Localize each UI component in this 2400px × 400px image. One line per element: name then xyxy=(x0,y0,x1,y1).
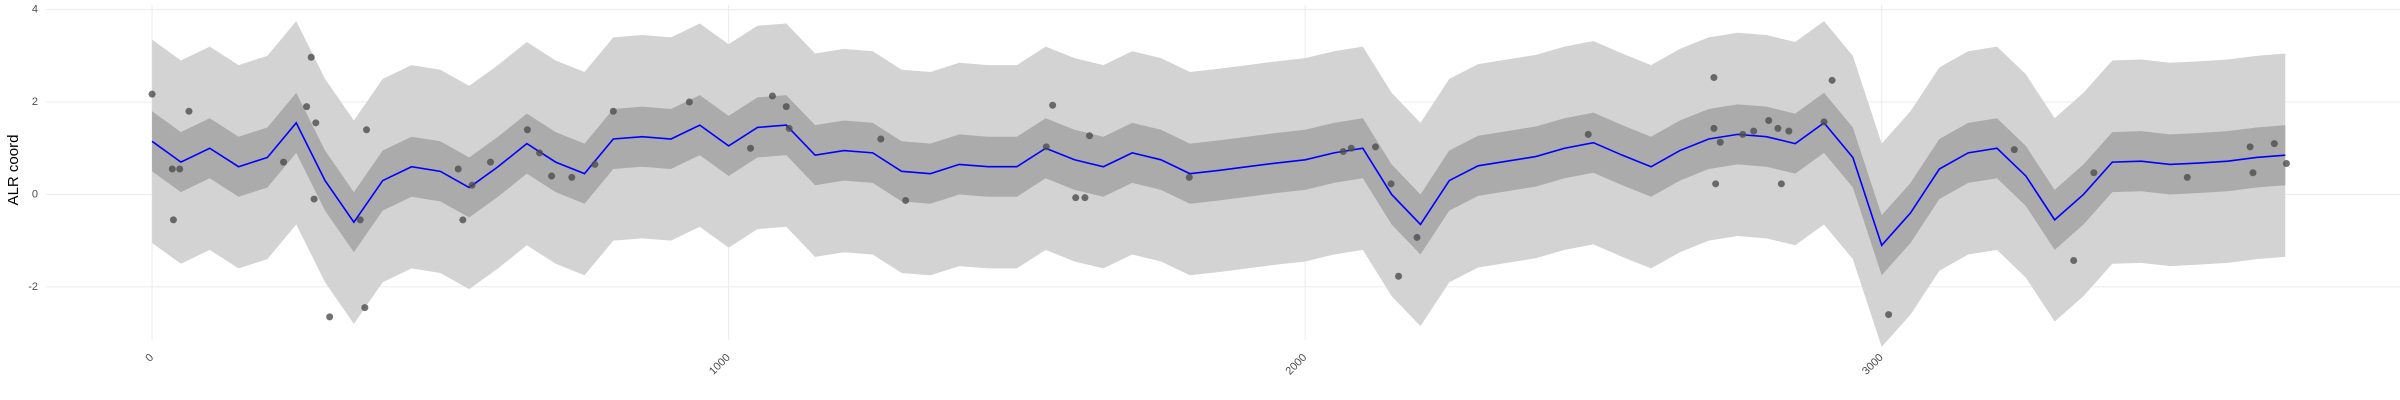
data-point xyxy=(468,181,476,189)
data-point xyxy=(168,165,176,173)
data-point xyxy=(1339,147,1347,155)
data-point xyxy=(782,103,790,111)
y-tick-label: 0 xyxy=(32,188,38,200)
confidence-band xyxy=(152,92,2286,276)
x-tick-label: 3000 xyxy=(1860,352,1886,378)
data-point xyxy=(609,107,617,115)
data-point xyxy=(785,124,793,132)
data-point xyxy=(1828,76,1836,84)
data-point xyxy=(1710,74,1718,82)
data-point xyxy=(768,92,776,100)
data-point xyxy=(1395,272,1403,280)
x-tick-label: 1000 xyxy=(707,352,733,378)
data-point xyxy=(1716,138,1724,146)
y-tick-label: -2 xyxy=(28,281,38,293)
data-point xyxy=(169,216,177,224)
data-point xyxy=(877,135,885,143)
data-point xyxy=(148,90,156,98)
data-point xyxy=(454,165,462,173)
data-point xyxy=(1049,101,1057,109)
data-point xyxy=(1042,143,1050,151)
data-point xyxy=(2070,257,2078,265)
data-point xyxy=(747,144,755,152)
data-point xyxy=(2282,159,2290,167)
data-point xyxy=(523,126,531,134)
data-point xyxy=(280,158,288,166)
data-point xyxy=(1081,194,1089,202)
data-point xyxy=(356,216,364,224)
data-point xyxy=(1072,194,1080,202)
data-point xyxy=(685,98,693,106)
data-point xyxy=(1777,180,1785,188)
data-point xyxy=(2010,146,2018,154)
y-axis-label: ALR coord xyxy=(5,135,22,206)
data-point xyxy=(487,158,495,166)
data-point xyxy=(2183,173,2191,181)
y-tick-label: 4 xyxy=(32,4,38,16)
data-point xyxy=(902,196,910,204)
x-tick-label: 0 xyxy=(143,352,156,365)
data-point xyxy=(1413,233,1421,241)
data-point xyxy=(1710,124,1718,132)
data-point xyxy=(1584,130,1592,138)
data-point xyxy=(2090,169,2098,177)
data-point xyxy=(363,126,371,134)
data-point xyxy=(2249,169,2257,177)
data-point xyxy=(312,119,320,127)
data-point xyxy=(1739,130,1747,138)
y-tick-label: 2 xyxy=(32,96,38,108)
data-point xyxy=(1712,180,1720,188)
data-point xyxy=(361,304,369,312)
data-point xyxy=(1885,311,1893,319)
data-point xyxy=(307,53,315,61)
data-point xyxy=(1820,118,1828,126)
data-point xyxy=(310,195,318,203)
data-point xyxy=(568,173,576,181)
data-point xyxy=(1086,132,1094,140)
data-point xyxy=(1765,117,1773,125)
data-point xyxy=(548,172,556,180)
data-point xyxy=(1347,144,1355,152)
data-point xyxy=(176,165,184,173)
data-point xyxy=(1785,127,1793,135)
data-point xyxy=(1750,127,1758,135)
data-point xyxy=(185,107,193,115)
data-point xyxy=(536,149,544,157)
data-point xyxy=(326,313,334,321)
data-point xyxy=(2270,140,2278,148)
data-point xyxy=(591,160,599,168)
data-point xyxy=(459,216,467,224)
data-point xyxy=(1774,124,1782,132)
data-point xyxy=(303,103,311,111)
data-point xyxy=(1387,180,1395,188)
mean-line xyxy=(151,121,2286,247)
x-tick-label: 2000 xyxy=(1284,352,1310,378)
data-point xyxy=(2246,143,2254,151)
data-point xyxy=(1185,173,1193,181)
data-point xyxy=(1371,143,1379,151)
